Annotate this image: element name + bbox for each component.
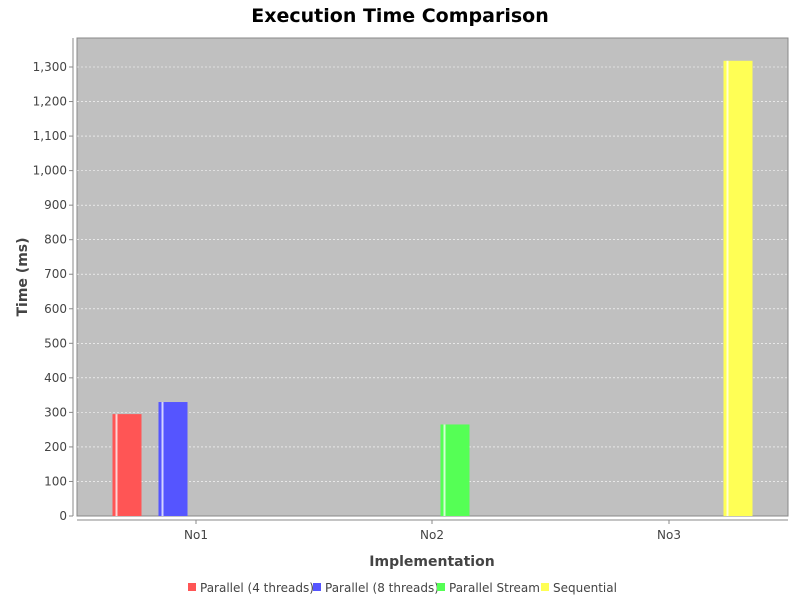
y-tick-label: 400 xyxy=(44,371,67,385)
legend-swatch xyxy=(541,583,549,591)
x-axis-ticks: No1 No2 No3 xyxy=(184,520,681,542)
legend-label: Parallel (4 threads) xyxy=(200,581,314,595)
plot-area xyxy=(76,37,789,517)
y-tick-label: 300 xyxy=(44,405,67,419)
bar xyxy=(158,402,188,516)
bars xyxy=(112,60,753,516)
y-tick-label: 1,100 xyxy=(33,129,67,143)
y-tick-label: 1,200 xyxy=(33,95,67,109)
legend-item: Sequential xyxy=(541,581,617,595)
legend-label: Parallel (8 threads) xyxy=(325,581,439,595)
bar xyxy=(112,414,142,516)
y-axis-ticks: 0 100 200 300 400 500 600 700 800 900 1,000 1,100 1,… xyxy=(33,60,73,523)
bar-highlight xyxy=(161,402,164,516)
legend-swatch xyxy=(313,583,321,591)
y-tick-label: 600 xyxy=(44,302,67,316)
x-tick-label: No2 xyxy=(420,528,444,542)
legend-item: Parallel (4 threads) xyxy=(188,581,314,595)
y-tick-label: 500 xyxy=(44,336,67,350)
y-tick-label: 1,000 xyxy=(33,164,67,178)
y-tick-label: 1,300 xyxy=(33,60,67,74)
y-tick-label: 200 xyxy=(44,440,67,454)
bar xyxy=(723,60,753,516)
bar xyxy=(440,424,470,516)
legend-item: Parallel (8 threads) xyxy=(313,581,439,595)
chart-title: Execution Time Comparison xyxy=(251,5,548,27)
grid-lines xyxy=(77,66,788,482)
bar-highlight xyxy=(443,424,446,516)
legend-item: Parallel Stream xyxy=(437,581,540,595)
legend-label: Sequential xyxy=(553,581,617,595)
y-tick-label: 0 xyxy=(59,509,67,523)
x-axis-label: Implementation xyxy=(369,554,494,570)
y-tick-label: 800 xyxy=(44,233,67,247)
x-tick-label: No3 xyxy=(657,528,681,542)
y-tick-label: 900 xyxy=(44,198,67,212)
y-tick-label: 100 xyxy=(44,474,67,488)
legend-swatch xyxy=(437,583,445,591)
y-tick-label: 700 xyxy=(44,267,67,281)
legend-label: Parallel Stream xyxy=(449,581,540,595)
bar-highlight xyxy=(115,414,118,516)
y-axis-label: Time (ms) xyxy=(15,237,31,316)
x-tick-label: No1 xyxy=(184,528,208,542)
legend: Parallel (4 threads) Parallel (8 threads)… xyxy=(188,581,617,595)
legend-swatch xyxy=(188,583,196,591)
bar-highlight xyxy=(726,60,729,516)
